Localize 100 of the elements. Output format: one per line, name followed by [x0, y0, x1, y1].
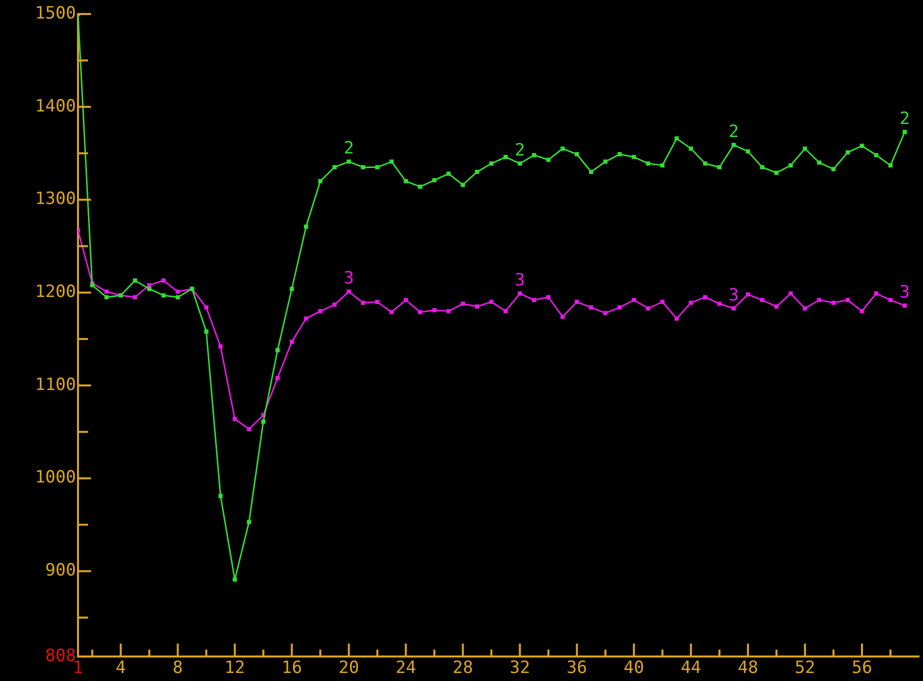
x-tick-label: 16: [282, 658, 302, 678]
point: [475, 170, 480, 174]
point: [802, 146, 808, 151]
point: [290, 286, 294, 291]
y-tick-label: 900: [45, 560, 76, 581]
point: [688, 300, 694, 305]
point: [674, 316, 679, 321]
series-label: 3: [900, 282, 910, 303]
text: 3: [728, 285, 739, 306]
point: [104, 295, 109, 300]
x-tick-label: 56: [852, 658, 872, 678]
x-tick-label: 32: [510, 658, 530, 678]
point: [646, 161, 650, 166]
point: [147, 286, 152, 291]
x-tick-label: 48: [738, 658, 758, 678]
point: [446, 309, 451, 314]
point: [346, 290, 351, 294]
x-tick-label: 40: [624, 658, 644, 678]
point: [874, 153, 878, 158]
point: [261, 420, 266, 424]
point: [546, 295, 551, 300]
point: [290, 340, 294, 344]
point: [717, 165, 722, 170]
point: [546, 158, 551, 162]
point: [902, 130, 907, 134]
point: [860, 309, 864, 314]
y-tick-label: 1200: [35, 282, 76, 302]
point: [532, 153, 536, 158]
point: [232, 577, 237, 582]
point: [717, 302, 722, 306]
point: [176, 295, 180, 300]
point: [560, 146, 565, 151]
x-tick-label: 44: [680, 658, 702, 678]
point: [760, 165, 764, 170]
point: [846, 298, 850, 302]
point: [360, 165, 366, 170]
point: [232, 416, 237, 421]
point: [788, 291, 793, 296]
point: [204, 305, 208, 310]
point: [375, 165, 380, 170]
x-tick-label: 4: [116, 658, 126, 678]
point: [646, 306, 650, 310]
point: [375, 300, 380, 304]
point: [176, 290, 180, 294]
point: [560, 314, 565, 319]
point: [318, 179, 322, 184]
text: 2: [344, 138, 354, 159]
text: 3: [514, 270, 526, 290]
point: [760, 298, 764, 302]
point: [774, 170, 779, 175]
point: [674, 136, 679, 141]
point: [817, 298, 822, 302]
point: [489, 300, 494, 304]
y-tick-label: 1300: [35, 189, 76, 210]
point: [161, 293, 166, 298]
y-tick-label: 1000: [35, 468, 76, 488]
point: [817, 160, 822, 165]
point: [360, 300, 366, 305]
text: 2: [728, 122, 739, 142]
x-tick-label: 28: [452, 658, 474, 678]
point: [532, 298, 536, 302]
x-tick-label: 36: [566, 658, 588, 678]
point: [318, 309, 322, 314]
point: [574, 152, 580, 156]
point: [404, 298, 408, 302]
point: [846, 150, 850, 154]
point: [504, 309, 508, 314]
x-tick-label: 20: [338, 658, 360, 678]
series-label: 2: [514, 140, 526, 160]
y-tick-label: 1500: [35, 3, 76, 24]
point: [688, 146, 694, 151]
point: [432, 178, 436, 182]
point: [660, 163, 665, 168]
point: [703, 161, 708, 166]
point: [618, 305, 622, 310]
point: [874, 291, 878, 296]
point: [574, 300, 580, 304]
point: [788, 163, 793, 168]
point: [446, 172, 451, 176]
point: [404, 179, 408, 184]
point: [418, 184, 422, 189]
point: [346, 160, 351, 164]
x-tick-label: 12: [224, 658, 246, 678]
point: [389, 160, 394, 164]
text: 3: [344, 268, 354, 289]
point: [831, 300, 836, 305]
point: [660, 300, 665, 304]
point: [460, 302, 465, 306]
x-tick-label: 52: [794, 658, 816, 678]
point: [902, 303, 907, 308]
point: [432, 308, 436, 312]
point: [332, 302, 337, 307]
x-tick-label: 24: [396, 658, 416, 678]
point: [732, 142, 736, 148]
point: [304, 224, 308, 229]
point: [888, 163, 893, 168]
point: [589, 170, 594, 174]
point: [802, 306, 808, 310]
point: [860, 144, 864, 148]
point: [132, 295, 138, 300]
